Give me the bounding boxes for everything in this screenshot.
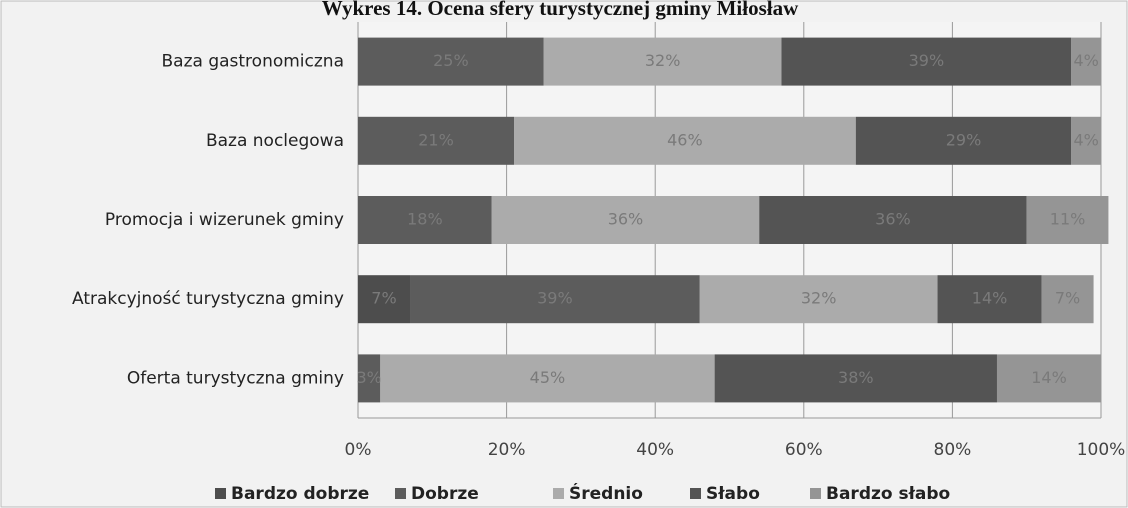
x-tick-label: 20% [488,440,526,460]
chart-title: Wykres 14. Ocena sfery turystycznej gmin… [322,0,799,20]
value-label: 25% [433,51,469,70]
y-tick-label: Baza gastronomiczna [162,52,345,72]
legend-label: Słabo [706,484,760,504]
bar-segment [1026,196,1109,244]
legend-swatch [395,488,406,499]
value-label: 36% [875,210,911,229]
legend-label: Dobrze [411,484,479,504]
bar-segment [1041,275,1094,324]
bar-segment [996,354,1101,403]
legend-swatch [553,488,564,499]
legend-label: Bardzo dobrze [231,484,369,504]
bar-segment [937,275,1042,324]
bar-segment [714,354,997,403]
x-tick-label: 100% [1077,440,1126,460]
bar-segment [1071,116,1101,165]
value-label: 14% [972,289,1008,308]
bar-segment [410,275,700,324]
value-label: 38% [838,368,874,387]
bar-segment [699,275,938,324]
value-label: 18% [407,210,443,229]
x-tick-label: 40% [636,440,674,460]
legend-swatch [215,488,226,499]
value-label: 36% [608,210,644,229]
legend-label: Bardzo słabo [826,484,950,504]
value-label: 3% [356,368,381,387]
value-label: 32% [801,289,837,308]
bar-segment [491,196,760,244]
legend-swatch [690,488,701,499]
y-tick-label: Oferta turystyczna gminy [127,368,344,388]
x-tick-label: 0% [345,440,372,460]
y-tick-label: Promocja i wizerunek gminy [105,210,344,230]
value-label: 7% [1055,289,1080,308]
value-label: 4% [1073,51,1098,70]
value-label: 11% [1050,210,1086,229]
bar-segment [514,116,856,165]
value-label: 32% [645,51,681,70]
bar-segment [358,354,381,403]
value-label: 39% [909,51,945,70]
y-tick-label: Atrakcyjność turystyczna gminy [72,289,344,309]
bar-segment [358,196,492,244]
value-label: 29% [946,130,982,149]
value-label: 4% [1073,130,1098,149]
value-label: 21% [418,130,454,149]
x-tick-label: 60% [785,440,823,460]
bar-segment [781,37,1072,86]
bar-segment [380,354,715,403]
value-label: 7% [371,289,396,308]
value-label: 39% [537,289,573,308]
legend-label: Średnio [569,482,643,504]
y-tick-label: Baza noclegowa [206,131,344,151]
value-label: 46% [667,130,703,149]
value-label: 14% [1031,368,1067,387]
value-label: 45% [530,368,566,387]
bar-segment [759,196,1027,244]
bar-segment [358,275,411,324]
bar-segment [358,37,544,86]
bar-segment [1071,37,1101,86]
bar-segment [543,37,782,86]
bar-segment [855,116,1072,165]
legend-swatch [810,488,821,499]
x-tick-label: 80% [934,440,972,460]
bar-segment [358,116,515,165]
